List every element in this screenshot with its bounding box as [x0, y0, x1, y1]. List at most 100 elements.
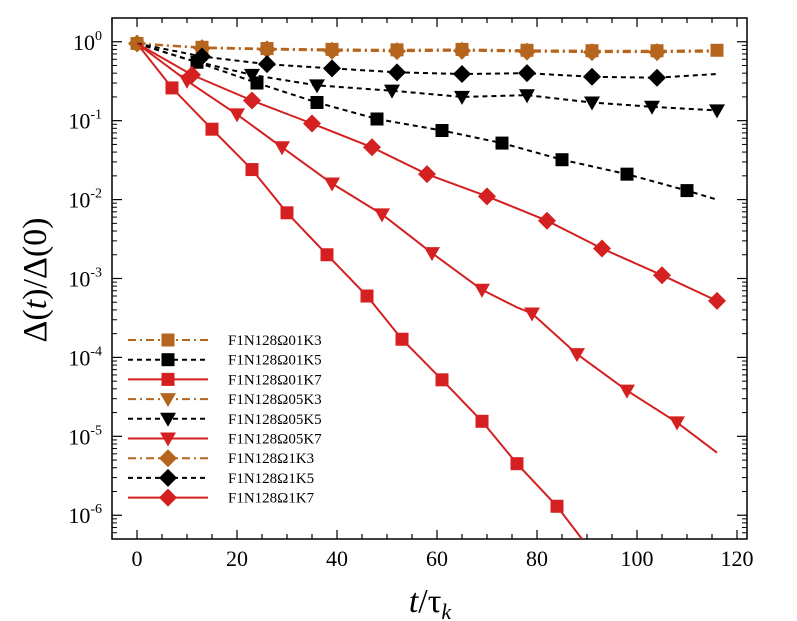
data-point — [584, 96, 600, 111]
data-point — [453, 65, 471, 84]
y-tick-label: 10-1 — [68, 108, 102, 134]
legend-item: F1N128Ω1K3 — [128, 449, 314, 468]
x-tick-label: 20 — [226, 546, 248, 571]
legend-item: F1N128Ω1K7 — [128, 488, 315, 507]
series-group — [136, 42, 725, 119]
x-tick-label: 0 — [132, 546, 143, 571]
legend-marker — [160, 393, 176, 408]
data-point — [360, 289, 374, 303]
data-point — [644, 100, 660, 115]
x-tick-labels: 0 20 40 60 80 100 120 — [132, 546, 754, 571]
data-point — [583, 67, 601, 86]
data-point — [324, 177, 340, 192]
data-point — [244, 68, 260, 83]
legend-label: F1N128Ω01K3 — [228, 333, 322, 349]
series-group — [136, 42, 718, 87]
data-point — [193, 47, 211, 66]
y-tick-label: 10-3 — [68, 266, 102, 292]
plot-frame — [111, 17, 748, 540]
data-point — [593, 239, 611, 258]
series-group — [136, 42, 583, 539]
data-point — [309, 79, 325, 94]
data-point — [370, 112, 384, 126]
data-point — [395, 332, 409, 346]
data-point — [388, 42, 406, 61]
legend-marker — [161, 333, 175, 347]
data-point — [388, 63, 406, 82]
legend-label: F1N128Ω05K3 — [228, 392, 322, 408]
data-point — [495, 136, 509, 150]
legend-label: F1N128Ω1K3 — [228, 451, 314, 467]
data-point — [363, 138, 381, 157]
y-tick-label: 10-4 — [68, 344, 102, 370]
legend-marker — [161, 372, 175, 386]
legend-marker — [160, 412, 176, 427]
data-point — [648, 68, 666, 87]
legend-label: F1N128Ω05K5 — [228, 412, 322, 428]
series-group — [128, 34, 718, 62]
data-point — [620, 167, 634, 181]
y-tick-labels: 100 10-1 10-2 10-3 10-4 10-5 10-6 — [68, 29, 102, 528]
data-point — [475, 414, 489, 428]
data-point — [653, 266, 671, 285]
data-point — [708, 291, 726, 310]
legend-label: F1N128Ω01K7 — [228, 372, 322, 388]
legend-item: F1N128Ω01K5 — [128, 353, 322, 369]
y-tick-label: 10-5 — [68, 423, 102, 449]
data-point — [583, 43, 601, 62]
data-point — [323, 41, 341, 60]
data-point — [245, 163, 259, 177]
data-point — [183, 65, 201, 84]
legend-marker — [160, 432, 176, 447]
data-point — [619, 384, 635, 399]
data-point — [524, 307, 540, 322]
data-point — [229, 108, 245, 123]
data-point — [310, 95, 324, 109]
legend-label: F1N128Ω05K7 — [228, 432, 322, 448]
data-point — [384, 84, 400, 99]
legend-item: F1N128Ω05K3 — [128, 392, 322, 408]
data-point — [374, 208, 390, 223]
data-point — [435, 124, 449, 138]
y-tick-label: 10-6 — [68, 502, 102, 528]
legend-marker — [159, 468, 177, 487]
data-point — [274, 141, 290, 156]
data-point — [424, 247, 440, 262]
data-point — [165, 81, 179, 95]
data-point — [648, 43, 666, 62]
series-group — [136, 42, 726, 310]
data-point — [519, 89, 535, 104]
data-point — [418, 165, 436, 184]
x-axis-title: t/τk — [409, 583, 453, 621]
y-tick-label: 100 — [73, 29, 102, 55]
series-line — [136, 42, 718, 454]
data-point — [555, 153, 569, 167]
data-point — [320, 248, 334, 262]
data-point — [474, 283, 490, 298]
x-tick-label: 40 — [326, 546, 348, 571]
data-point — [243, 91, 261, 110]
legend-item: F1N128Ω1K5 — [128, 468, 314, 487]
data-point — [710, 43, 724, 57]
legend-label: F1N128Ω1K7 — [228, 491, 315, 507]
series-group — [130, 37, 724, 58]
data-point — [303, 114, 321, 133]
x-tick-label: 120 — [721, 546, 754, 571]
data-point — [680, 184, 694, 198]
x-tick-label: 60 — [426, 546, 448, 571]
legend-marker — [161, 353, 175, 367]
x-tick-label: 80 — [526, 546, 548, 571]
tick-marks — [111, 17, 747, 540]
data-point — [454, 90, 470, 105]
legend-item: F1N128Ω05K7 — [128, 432, 322, 448]
data-point — [518, 42, 536, 61]
legend-label: F1N128Ω1K5 — [228, 471, 314, 487]
data-point — [205, 122, 219, 136]
data-point — [258, 40, 276, 59]
series-line — [136, 42, 718, 54]
series-group — [136, 42, 718, 454]
legend-item: F1N128Ω05K5 — [128, 412, 322, 428]
data-point — [550, 499, 564, 513]
legend-item: F1N128Ω01K7 — [128, 372, 322, 388]
